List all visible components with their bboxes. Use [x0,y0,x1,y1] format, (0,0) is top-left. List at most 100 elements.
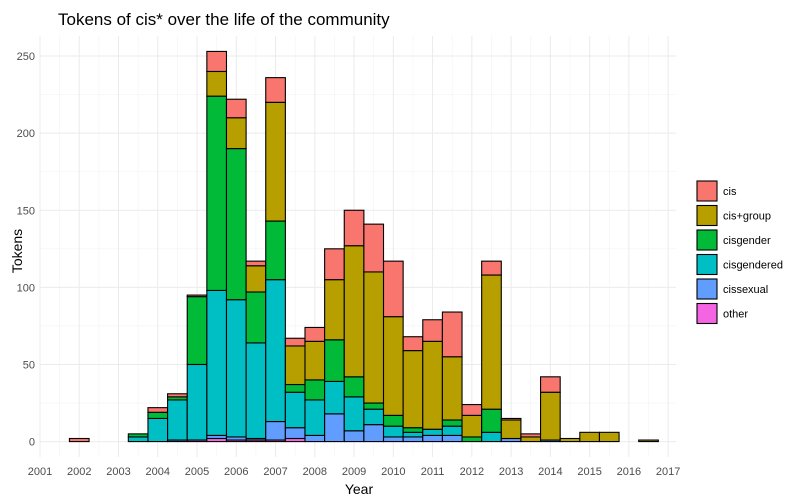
bar-segment-cis [304,326,326,342]
bar-segment-cis [206,50,228,73]
x-axis-title: Year [345,481,374,497]
bar-segment-cis [402,336,424,352]
bar-segment-cis-group [638,439,659,443]
bar-segment-cis [520,433,542,438]
y-tick-label: 50 [23,359,35,371]
bar-segment-cis [147,407,169,413]
bar-segment-cissexual [284,427,306,440]
chart-title: Tokens of cis* over the life of the comm… [58,10,390,29]
bar-segment-cis-group [461,414,483,438]
x-tick-label: 2010 [381,466,405,478]
bar-segment-cis-group [265,101,286,222]
bar-segment-cis [481,260,502,276]
bar-segment-cisgendered [382,425,404,438]
bar-segment-cis-group [540,391,561,441]
y-axis-title: Tokens [9,229,25,273]
bar-segment-cis [500,417,522,421]
bar-segment-cisgender [186,296,208,366]
bar-segment-cisgendered [402,431,424,438]
legend-key-cisgendered [696,253,718,276]
bar-segment-cis-group [225,117,247,150]
legend-label-cis-group: cis+group [723,211,771,223]
legend-key-cis-group [696,204,718,227]
bar-segment-cisgender [441,419,463,427]
bar-segment-cis [167,393,188,398]
bar-segment-cis [363,223,385,273]
bar-segment-cis [540,376,561,393]
bar-segment-cissexual [304,434,326,443]
bar-segment-cisgender [127,433,149,438]
x-tick-label: 2006 [224,466,248,478]
bar-segment-cisgender [363,402,385,410]
bar-segment-cis [186,294,208,298]
bar-segment-cis [461,404,483,416]
bar-segment-cissexual [441,434,463,443]
bar-segment-cis-group [324,279,345,341]
x-tick-label: 2011 [421,466,445,478]
bar-segment-cissexual [422,434,443,443]
bar-segment-cisgender [461,436,483,443]
bar-segment-cisgendered [363,408,385,426]
bar-segment-cis-group [284,345,306,386]
bars [68,50,659,443]
bar-segment-cisgender [284,383,306,393]
legend: cis cis+group cisgender cisgendered cissexua… [696,180,783,325]
bar-segment-cisgender [304,379,326,401]
x-tick-label: 2003 [106,466,130,478]
bar-segment-cisgendered [324,380,345,415]
bar-segment-cis [441,311,463,358]
bar-segment-cisgendered [265,279,286,423]
bar-segment-cisgender [324,339,345,382]
x-tick-label: 2002 [67,466,91,478]
bar-segment-cisgendered [441,425,463,436]
bar-segment-cis-group [304,340,326,381]
x-tick-label: 2008 [303,466,327,478]
bar-segment-cis-group [402,350,424,429]
bar-segment-cisgendered [147,417,169,443]
x-tick-labels: 2001 2002 2003 2004 2005 2006 2007 2008 2009 2010… [28,466,681,478]
bar-segment-cis-group [245,265,267,293]
legend-label-cis: cis [723,186,737,198]
x-tick-label: 2004 [146,466,170,478]
x-tick-label: 2009 [342,466,366,478]
bar-segment-cisgendered [422,428,443,436]
bar-segment-cissexual [324,413,345,443]
y-tick-label: 100 [17,282,35,294]
y-tick-label: 0 [29,437,35,449]
bar-segment-cis [324,248,345,281]
bar-segment-cis [382,260,404,318]
x-tick-label: 2001 [28,466,52,478]
bar-segment-cisgendered [284,391,306,429]
x-tick-label: 2015 [577,466,601,478]
bar-segment-cisgendered [206,289,228,436]
bar-segment-cisgender [206,95,228,292]
legend-key-cis [696,180,718,202]
bar-segment-cissexual [382,436,404,443]
bar-segment-cis-group [441,356,463,421]
x-tick-label: 2012 [460,466,484,478]
x-tick-label: 2016 [617,466,641,478]
bar-segment-cis-group [363,271,385,404]
bar-segment-cis-group [520,436,542,443]
x-tick-label: 2013 [499,466,523,478]
y-tick-label: 150 [17,205,35,217]
bar-segment-cis-group [579,431,600,443]
bar-segment-cis-group [500,419,522,440]
legend-label-cisgendered: cisgendered [723,260,783,272]
bar-segment-cisgendered [481,431,502,443]
bar-segment-cis [343,209,365,247]
bar-segment-cis [225,98,247,119]
y-tick-labels: 0 50 100 150 200 250 [17,51,35,449]
bar-segment-cisgender [402,427,424,433]
bar-segment-cisgender [245,291,267,344]
bar-segment-cis [245,260,267,267]
x-tick-label: 2005 [185,466,209,478]
x-tick-label: 2007 [263,466,287,478]
bar-segment-cissexual [265,420,286,441]
y-tick-label: 200 [17,128,35,140]
bar-segment-cisgendered [127,436,149,443]
bar-segment-cisgendered [304,399,326,436]
bar-segment-cisgender [481,408,502,433]
bar-segment-cissexual [402,436,424,443]
bar-segment-cissexual [363,424,385,443]
